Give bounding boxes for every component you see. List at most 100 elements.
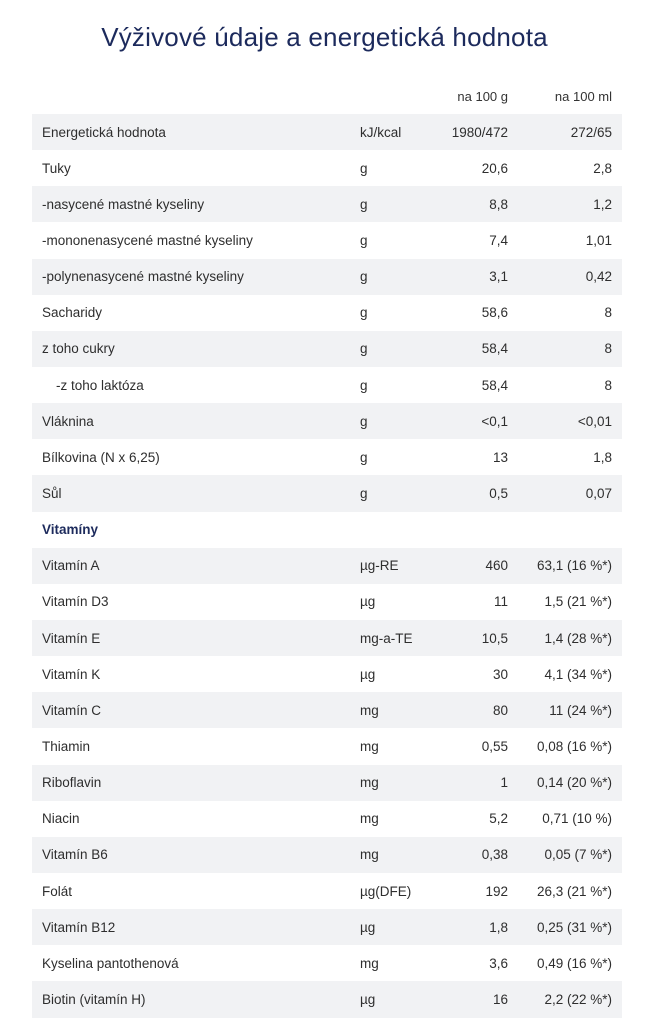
table-row: Riboflavin mg 1 0,14 (20 %*) — [32, 764, 622, 801]
value-per-100ml: 0,71 (10 %) — [542, 811, 612, 827]
nutrient-name: Sůl — [42, 485, 62, 501]
value-per-100g: 3,1 — [489, 269, 508, 285]
nutrient-name: Vitamín A — [42, 558, 100, 574]
nutrient-unit: µg — [360, 919, 376, 935]
nutrient-unit: µg — [360, 666, 376, 682]
value-per-100ml: 8 — [604, 377, 612, 393]
nutrient-name: Vitamín D3 — [42, 594, 109, 610]
nutrient-unit: mg — [360, 811, 379, 827]
nutrient-unit: g — [360, 377, 368, 393]
value-per-100ml: 1,01 — [585, 232, 612, 248]
nutrient-name: Energetická hodnota — [42, 124, 166, 140]
value-per-100ml: 0,25 (31 %*) — [536, 919, 612, 935]
nutrient-name: -mononenasycené mastné kyseliny — [42, 232, 253, 248]
value-per-100g: 20,6 — [481, 160, 508, 176]
table-row: Vitamín D3 µg 11 1,5 (21 %*) — [32, 584, 622, 620]
value-per-100ml: 4,1 (34 %*) — [544, 666, 612, 682]
table-row: Energetická hodnota kJ/kcal 1980/472 272/65 — [32, 114, 622, 151]
value-per-100ml: 26,3 (21 %*) — [536, 883, 612, 899]
nutrient-unit: g — [360, 196, 368, 212]
nutrient-unit: mg — [360, 702, 379, 718]
value-per-100g: 5,2 — [489, 811, 508, 827]
nutrition-table: na 100 g na 100 ml Energetická hodnota kJ… — [32, 78, 622, 1018]
table-header-row: na 100 g na 100 ml — [32, 78, 622, 114]
nutrient-name: Kyselina pantothenová — [42, 955, 179, 971]
value-per-100g: 10,5 — [481, 630, 508, 646]
table-row: Thiamin mg 0,55 0,08 (16 %*) — [32, 728, 622, 764]
nutrient-name: Thiamin — [42, 738, 91, 754]
nutrient-name: Bílkovina (N x 6,25) — [42, 449, 160, 465]
table-row: Kyselina pantothenová mg 3,6 0,49 (16 %*) — [32, 945, 622, 981]
nutrient-name: Vláknina — [42, 413, 94, 429]
nutrient-name: -polynenasycené mastné kyseliny — [42, 269, 244, 285]
value-per-100g: 58,6 — [481, 305, 508, 321]
nutrient-unit: mg — [360, 775, 379, 791]
value-per-100ml: 0,05 (7 %*) — [544, 847, 612, 863]
value-per-100g: 1 — [500, 775, 508, 791]
nutrient-name: Niacin — [42, 811, 80, 827]
table-body: Energetická hodnota kJ/kcal 1980/472 272/65… — [32, 114, 622, 1018]
value-per-100g: 80 — [492, 702, 508, 718]
nutrient-unit: mg — [360, 955, 379, 971]
value-per-100ml: 8 — [604, 305, 612, 321]
nutrient-name: z toho cukry — [42, 341, 115, 357]
value-per-100ml: 1,2 — [593, 196, 612, 212]
value-per-100ml: 0,07 — [585, 485, 612, 501]
table-row: Vitamín A µg-RE 460 63,1 (16 %*) — [32, 547, 622, 584]
value-per-100ml: 2,8 — [593, 160, 612, 176]
nutrient-unit: g — [360, 232, 368, 248]
table-row: Bílkovina (N x 6,25) g 13 1,8 — [32, 439, 622, 475]
nutrient-unit: g — [360, 485, 368, 501]
nutrient-unit: mg-a-TE — [360, 630, 413, 646]
table-row: -nasycené mastné kyseliny g 8,8 1,2 — [32, 186, 622, 223]
value-per-100ml: 0,42 — [585, 269, 612, 285]
value-per-100ml: 8 — [604, 341, 612, 357]
value-per-100g: 11 — [493, 594, 508, 610]
nutrient-name: Tuky — [42, 160, 71, 176]
header-per-100ml: na 100 ml — [554, 88, 612, 104]
value-per-100g: 13 — [492, 449, 508, 465]
nutrient-name: Vitamín C — [42, 702, 102, 718]
table-row: Sacharidy g 58,6 8 — [32, 295, 622, 331]
page-title: Výživové údaje a energetická hodnota — [101, 22, 548, 52]
value-per-100ml: 272/65 — [570, 124, 612, 140]
nutrient-name: Vitamín E — [42, 630, 101, 646]
nutrient-unit: mg — [360, 738, 379, 754]
nutrient-unit: g — [360, 160, 368, 176]
value-per-100g: 30 — [492, 666, 508, 682]
value-per-100g: 58,4 — [481, 377, 508, 393]
table-row: Vitamín E mg-a-TE 10,5 1,4 (28 %*) — [32, 619, 622, 657]
table-row: Folát µg(DFE) 192 26,3 (21 %*) — [32, 873, 622, 909]
nutrient-name: Vitamín B12 — [42, 919, 116, 935]
nutrient-unit: g — [360, 449, 368, 465]
header-per-100g: na 100 g — [457, 88, 508, 104]
value-per-100g: 3,6 — [489, 955, 508, 971]
value-per-100ml: 63,1 (16 %*) — [536, 558, 612, 574]
nutrient-name: -z toho laktóza — [56, 377, 144, 393]
value-per-100ml: 0,49 (16 %*) — [536, 955, 612, 971]
nutrient-name: Vitamín K — [42, 666, 101, 682]
value-per-100g: 1980/472 — [451, 124, 508, 140]
nutrient-unit: g — [360, 413, 368, 429]
table-row: -polynenasycené mastné kyseliny g 3,1 0,42 — [32, 258, 622, 295]
table-row: Biotin (vitamín H) µg 16 2,2 (22 %*) — [32, 981, 622, 1018]
value-per-100g: 8,8 — [489, 196, 508, 212]
value-per-100g: 0,55 — [481, 738, 508, 754]
nutrient-unit: µg — [360, 594, 376, 610]
nutrient-unit: g — [360, 341, 368, 357]
value-per-100g: 16 — [492, 991, 508, 1007]
value-per-100g: 460 — [485, 558, 508, 574]
value-per-100g: 0,38 — [481, 847, 508, 863]
table-row: Vláknina g <0,1 <0,01 — [32, 403, 622, 440]
nutrient-unit: g — [360, 269, 368, 285]
nutrient-unit: g — [360, 305, 368, 321]
nutrient-name: Vitamín B6 — [42, 847, 108, 863]
value-per-100ml: 0,08 (16 %*) — [536, 738, 612, 754]
nutrient-unit: µg-RE — [360, 558, 399, 574]
value-per-100ml: 1,8 — [593, 449, 612, 465]
value-per-100ml: 2,2 (22 %*) — [544, 991, 612, 1007]
table-row: Vitamín B12 µg 1,8 0,25 (31 %*) — [32, 909, 622, 946]
nutrient-unit: µg — [360, 991, 376, 1007]
nutrient-name: Sacharidy — [42, 305, 103, 321]
value-per-100g: <0,1 — [481, 413, 508, 429]
